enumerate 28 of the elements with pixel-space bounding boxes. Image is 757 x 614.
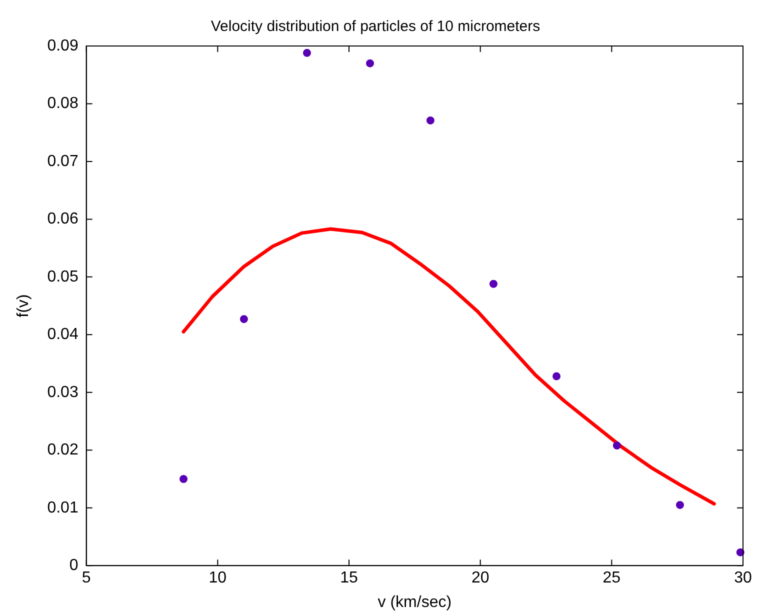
point <box>612 442 621 450</box>
x-tick-label: 15 <box>340 570 358 587</box>
point <box>240 315 248 324</box>
point <box>180 475 188 483</box>
x-tick-label: 10 <box>208 570 227 587</box>
point <box>489 280 498 288</box>
point <box>426 116 434 124</box>
y-tick-label: 0.07 <box>47 152 78 170</box>
x-axis-title: v (km/sec) <box>378 594 452 611</box>
y-tick-label: 0.03 <box>47 384 78 401</box>
y-tick-label: 0.05 <box>47 268 78 286</box>
x-tick-label: 25 <box>602 570 621 587</box>
y-tick-label: 0.08 <box>47 95 78 112</box>
point <box>302 48 311 57</box>
y-tick-label: 0.04 <box>47 326 78 344</box>
point <box>552 372 561 380</box>
y-tick-label: 0.02 <box>47 442 78 459</box>
point <box>676 500 684 509</box>
chart-title: Velocity distribution of particles of 10 micrometers <box>210 18 540 36</box>
x-tick-label: 20 <box>471 570 490 587</box>
y-tick-label: 0.09 <box>47 37 78 54</box>
y-tick-label: 0 <box>69 557 78 574</box>
x-tick-label: 5 <box>82 570 91 587</box>
y-axis-title: f(v) <box>15 294 32 318</box>
point <box>366 59 374 68</box>
y-tick-label: 0.01 <box>47 499 78 516</box>
y-tick-label: 0.06 <box>47 210 78 228</box>
x-tick-label: 30 <box>734 570 752 587</box>
